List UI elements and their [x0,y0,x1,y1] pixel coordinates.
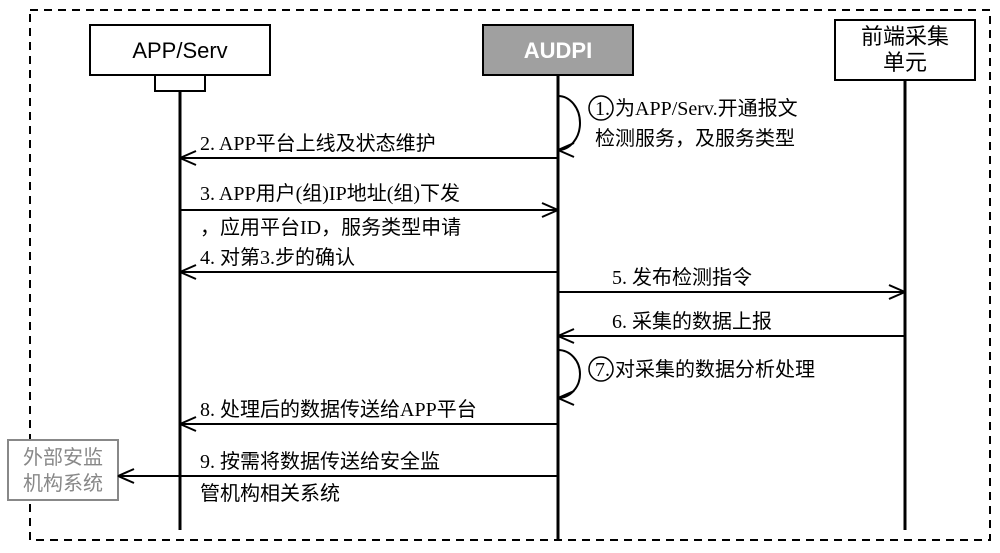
msg-label-m5: 5. 发布检测指令 [612,266,752,289]
external-system-box: 外部安监机构系统 [8,440,118,500]
actor-front: 前端采集单元 [835,20,975,530]
svg-text:机构系统: 机构系统 [23,472,103,495]
msg-label-m3-1: ，应用平台ID，服务类型申请 [200,216,461,239]
self-msg-label-self7-0: 7. 对采集的数据分析处理 [595,358,815,381]
svg-text:外部安监: 外部安监 [23,446,103,469]
actor-label-audpi: AUDPI [524,38,592,63]
self-msg-label-self1-0: 1. 为APP/Serv.开通报文 [595,97,798,120]
self-msg-self1 [558,96,580,150]
self-msg-label-self1-1: 检测服务，及服务类型 [595,127,795,150]
self-msg-self7 [558,350,580,398]
msg-label-m8: 8. 处理后的数据传送给APP平台 [200,398,477,421]
svg-text:单元: 单元 [883,50,927,75]
svg-text:前端采集: 前端采集 [861,24,949,49]
msg-label-m2: 2. APP平台上线及状态维护 [200,132,436,155]
msg-label-m4: 4. 对第3.步的确认 [200,246,355,269]
msg-label-m9-1: 管机构相关系统 [200,482,340,505]
actor-label-app: APP/Serv [132,38,227,63]
msg-label-m3-0: 3. APP用户(组)IP地址(组)下发 [200,182,460,205]
sequence-diagram: APP/Serv AUDPI 前端采集单元外部安监机构系统 1. 为APP/Serv.… [0,0,1000,553]
msg-label-m9-0: 9. 按需将数据传送给安全监 [200,450,440,473]
msg-label-m6: 6. 采集的数据上报 [612,310,772,333]
